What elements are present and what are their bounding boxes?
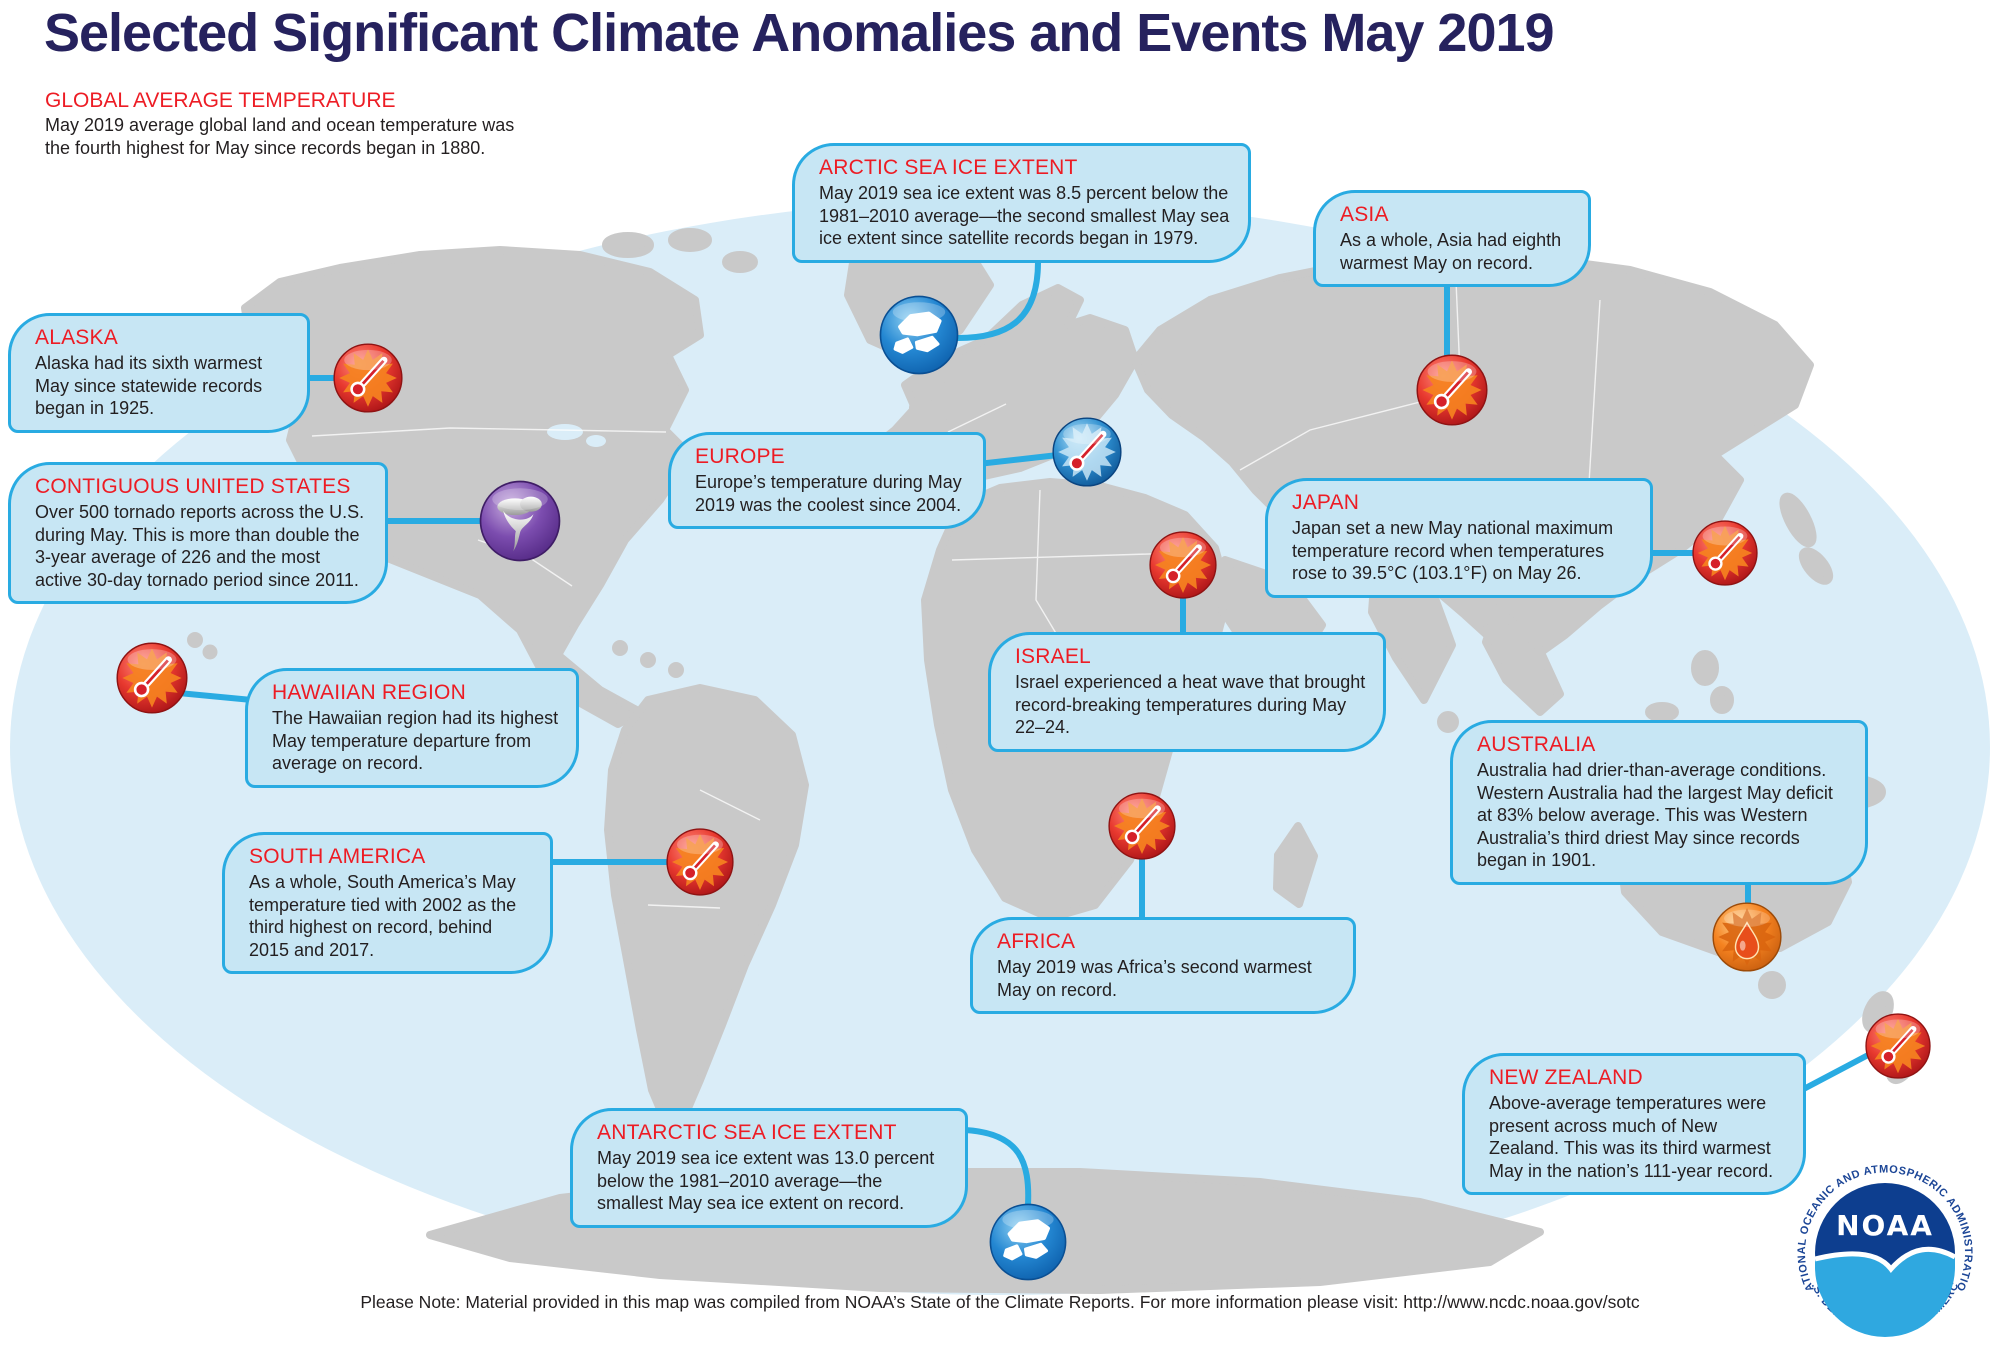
callout-body: Israel experienced a heat wave that brou… — [1015, 672, 1366, 737]
callout-new-zealand: NEW ZEALAND Above-average temperatures w… — [1462, 1053, 1806, 1195]
callout-body: May 2019 was Africa’s second warmest May… — [997, 957, 1312, 1000]
callout-body: The Hawaiian region had its highest May … — [272, 708, 559, 773]
callout-alaska: ALASKA Alaska had its sixth warmest May … — [8, 313, 310, 433]
callout-title: ALASKA — [35, 326, 118, 349]
callout-body: May 2019 sea ice extent was 13.0 percent… — [597, 1148, 935, 1213]
callout-body: Above-average temperatures were present … — [1489, 1093, 1774, 1181]
callout-contiguous-united-states: CONTIGUOUS UNITED STATES Over 500 tornad… — [8, 462, 388, 604]
alaska-thermometer-warm-icon — [333, 343, 403, 413]
callout-title: ANTARCTIC SEA ICE EXTENT — [597, 1121, 897, 1144]
seagull-icon — [1814, 1246, 1957, 1273]
japan-thermometer-warm-icon — [1692, 520, 1758, 586]
callout-title: EUROPE — [695, 445, 785, 468]
region-se-asia — [1482, 604, 1564, 716]
callout-body: As a whole, Asia had eighth warmest May … — [1340, 230, 1562, 273]
callout-body: Europe’s temperature during May 2019 was… — [695, 472, 962, 515]
callout-europe: EUROPE Europe’s temperature during May 2… — [668, 432, 986, 529]
global-note-body: May 2019 average global land and ocean t… — [45, 115, 515, 158]
israel-thermometer-warm-icon — [1149, 531, 1217, 599]
callout-asia: ASIA As a whole, Asia had eighth warmest… — [1313, 190, 1591, 287]
map-details — [311, 257, 1601, 909]
callout-title: AUSTRALIA — [1477, 733, 1596, 756]
south-america-thermometer-warm-icon — [666, 828, 734, 896]
hawaii-thermometer-warm-icon — [116, 642, 188, 714]
global-note-heading: GLOBAL AVERAGE TEMPERATURE — [45, 89, 396, 112]
us-tornado-icon — [479, 480, 561, 562]
global-average-temperature-note: GLOBAL AVERAGE TEMPERATURE May 2019 aver… — [45, 88, 545, 159]
callout-body: Alaska had its sixth warmest May since s… — [35, 353, 263, 418]
arctic-sea-ice-icon — [880, 296, 957, 373]
footer-note: Please Note: Material provided in this m… — [360, 1292, 1640, 1312]
island-madagascar — [1273, 822, 1318, 908]
callout-body: May 2019 sea ice extent was 8.5 percent … — [819, 183, 1230, 248]
callout-arctic-sea-ice-extent: ARCTIC SEA ICE EXTENT May 2019 sea ice e… — [792, 143, 1251, 263]
page-title: Selected Significant Climate Anomalies a… — [44, 3, 1555, 63]
callout-body: Australia had drier-than-average conditi… — [1477, 760, 1833, 870]
callout-title: NEW ZEALAND — [1489, 1066, 1643, 1089]
callout-australia: AUSTRALIA Australia had drier-than-avera… — [1450, 720, 1868, 885]
callout-title: JAPAN — [1292, 491, 1360, 514]
callout-south-america: SOUTH AMERICA As a whole, South America’… — [222, 832, 553, 974]
noaa-logo: NATIONAL OCEANIC AND ATMOSPHERIC ADMINIS… — [1784, 1152, 1986, 1354]
callout-title: SOUTH AMERICA — [249, 845, 426, 868]
callout-title: ISRAEL — [1015, 645, 1091, 668]
asia-thermometer-warm-icon — [1416, 354, 1488, 426]
callout-israel: ISRAEL Israel experienced a heat wave th… — [988, 632, 1386, 752]
antarctic-sea-ice-icon — [988, 1202, 1068, 1282]
africa-thermometer-warm-icon — [1108, 792, 1176, 860]
callout-title: ARCTIC SEA ICE EXTENT — [819, 156, 1078, 179]
logo-acronym: NOAA — [1836, 1209, 1934, 1242]
callout-body: Over 500 tornado reports across the U.S.… — [35, 502, 365, 590]
callout-japan: JAPAN Japan set a new May national maxim… — [1265, 478, 1653, 598]
island-britain — [931, 376, 970, 422]
australia-drought-icon — [1712, 902, 1782, 972]
callout-title: HAWAIIAN REGION — [272, 681, 466, 704]
callout-title: CONTIGUOUS UNITED STATES — [35, 475, 351, 498]
callout-antarctic-sea-ice-extent: ANTARCTIC SEA ICE EXTENT May 2019 sea ic… — [570, 1108, 968, 1228]
callout-title: AFRICA — [997, 930, 1076, 953]
callout-africa: AFRICA May 2019 was Africa’s second warm… — [970, 917, 1356, 1014]
callout-body: Japan set a new May national maximum tem… — [1292, 518, 1614, 583]
callout-body: As a whole, South America’s May temperat… — [249, 872, 517, 960]
callout-hawaiian-region: HAWAIIAN REGION The Hawaiian region had … — [245, 668, 579, 788]
europe-thermometer-cool-icon — [1052, 417, 1122, 487]
new-zealand-thermometer-warm-icon — [1865, 1013, 1931, 1079]
callout-title: ASIA — [1340, 203, 1389, 226]
